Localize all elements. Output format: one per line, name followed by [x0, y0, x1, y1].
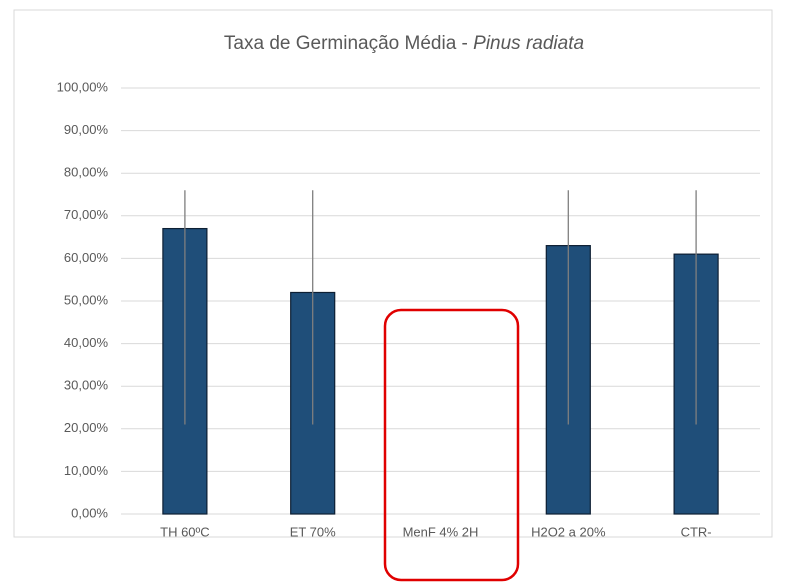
y-tick-label: 70,00%	[64, 207, 109, 222]
y-tick-label: 10,00%	[64, 463, 109, 478]
y-tick-label: 40,00%	[64, 335, 109, 350]
title-species: Pinus radiata	[473, 33, 584, 54]
x-tick-label: H2O2 a 20%	[531, 524, 606, 539]
y-tick-label: 50,00%	[64, 292, 109, 307]
chart-title: Taxa de Germinação Média - Pinus radiata	[224, 33, 584, 54]
plot-area: 0,00% 10,00% 20,00% 30,00% 40,00% 50,00% 60,00…	[57, 79, 760, 539]
title-main: Taxa de Germinação Média -	[224, 33, 473, 54]
y-tick-label: 60,00%	[64, 250, 109, 265]
x-tick-label: CTR-	[681, 524, 712, 539]
chart-border	[13, 9, 773, 538]
y-tick-label: 20,00%	[64, 420, 109, 435]
y-tick-label: 0,00%	[71, 505, 108, 520]
x-tick-label: TH 60ºC	[160, 524, 210, 539]
y-tick-label: 90,00%	[64, 122, 109, 137]
y-tick-label: 80,00%	[64, 165, 109, 180]
x-tick-label: ET 70%	[290, 524, 336, 539]
y-tick-label: 30,00%	[64, 378, 109, 393]
highlight-box	[383, 308, 520, 582]
x-tick-label: MenF 4% 2H	[403, 524, 479, 539]
y-tick-label: 100,00%	[57, 79, 109, 94]
